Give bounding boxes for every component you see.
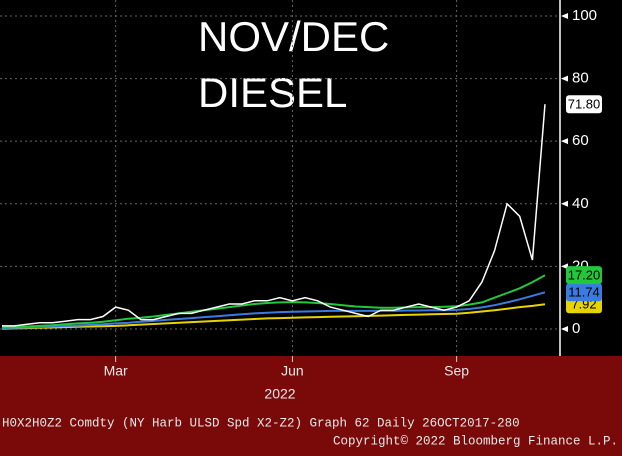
chart-title: NOV/DEC [198,13,389,60]
y-tick-label: 60 [572,132,589,149]
chart-title: DIESEL [198,69,347,116]
footer-text: Copyright© 2022 Bloomberg Finance L.P. [333,434,618,448]
series-line [1,291,546,330]
y-tick-mark [561,326,568,333]
value-label-box [566,266,602,285]
x-tick-label: Jun [281,363,304,379]
y-tick-label: 0 [572,320,580,337]
series-line [1,274,546,329]
y-tick-label: 80 [572,70,589,87]
footer-text: H0X2H0Z2 Comdty (NY Harb ULSD Spd X2-Z2)… [2,416,520,430]
y-tick-label: 100 [572,7,597,24]
value-label: 17.20 [568,268,601,283]
y-tick-mark [561,12,568,19]
y-tick-label: 40 [572,195,589,212]
value-label: 71.80 [568,97,601,112]
y-tick-mark [561,138,568,145]
value-label-box [566,95,602,114]
x-axis-label: 2022 [264,386,295,402]
series-line [2,104,546,327]
y-tick-mark [561,75,568,82]
series-line [1,303,546,330]
x-tick-label: Sep [444,363,469,379]
value-label-box [566,283,602,302]
value-label: 11.74 [568,285,600,300]
footer-band [0,356,622,456]
y-tick-mark [561,200,568,207]
y-tick-mark [561,263,568,270]
x-tick-label: Mar [104,363,128,379]
